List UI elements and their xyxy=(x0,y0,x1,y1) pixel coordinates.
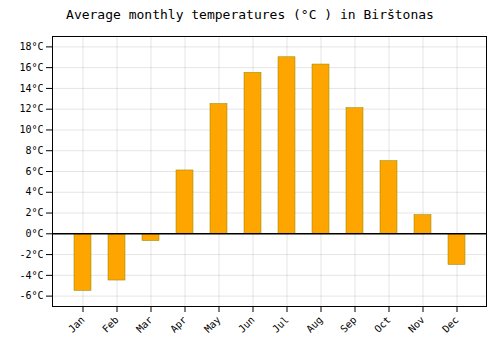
svg-text:-6°C: -6°C xyxy=(19,290,43,301)
svg-text:Oct: Oct xyxy=(372,314,393,335)
svg-text:Nov: Nov xyxy=(406,314,427,335)
svg-text:Feb: Feb xyxy=(100,314,121,335)
svg-text:0°C: 0°C xyxy=(25,228,43,239)
svg-text:8°C: 8°C xyxy=(25,145,43,156)
svg-text:16°C: 16°C xyxy=(19,62,43,73)
svg-text:Apr: Apr xyxy=(168,314,189,335)
svg-text:18°C: 18°C xyxy=(19,41,43,52)
svg-text:May: May xyxy=(202,314,223,335)
svg-text:10°C: 10°C xyxy=(19,124,43,135)
svg-text:Jul: Jul xyxy=(270,314,291,335)
svg-text:Sep: Sep xyxy=(338,314,359,335)
html-text:Average monthly temperatures (: Average monthly temperatures (°C ) in Bi… xyxy=(66,7,434,22)
svg-text:4°C: 4°C xyxy=(25,186,43,197)
svg-text:12°C: 12°C xyxy=(19,103,43,114)
svg-text:Jan: Jan xyxy=(66,314,87,335)
svg-text:Dec: Dec xyxy=(440,314,461,335)
svg-text:2°C: 2°C xyxy=(25,207,43,218)
svg-text:Aug: Aug xyxy=(304,314,325,335)
svg-text:Jun: Jun xyxy=(236,314,257,335)
svg-text:-4°C: -4°C xyxy=(19,270,43,281)
svg-text:Mar: Mar xyxy=(134,314,155,335)
svg-text:14°C: 14°C xyxy=(19,83,43,94)
svg-text:6°C: 6°C xyxy=(25,166,43,177)
svg-text:-2°C: -2°C xyxy=(19,249,43,260)
